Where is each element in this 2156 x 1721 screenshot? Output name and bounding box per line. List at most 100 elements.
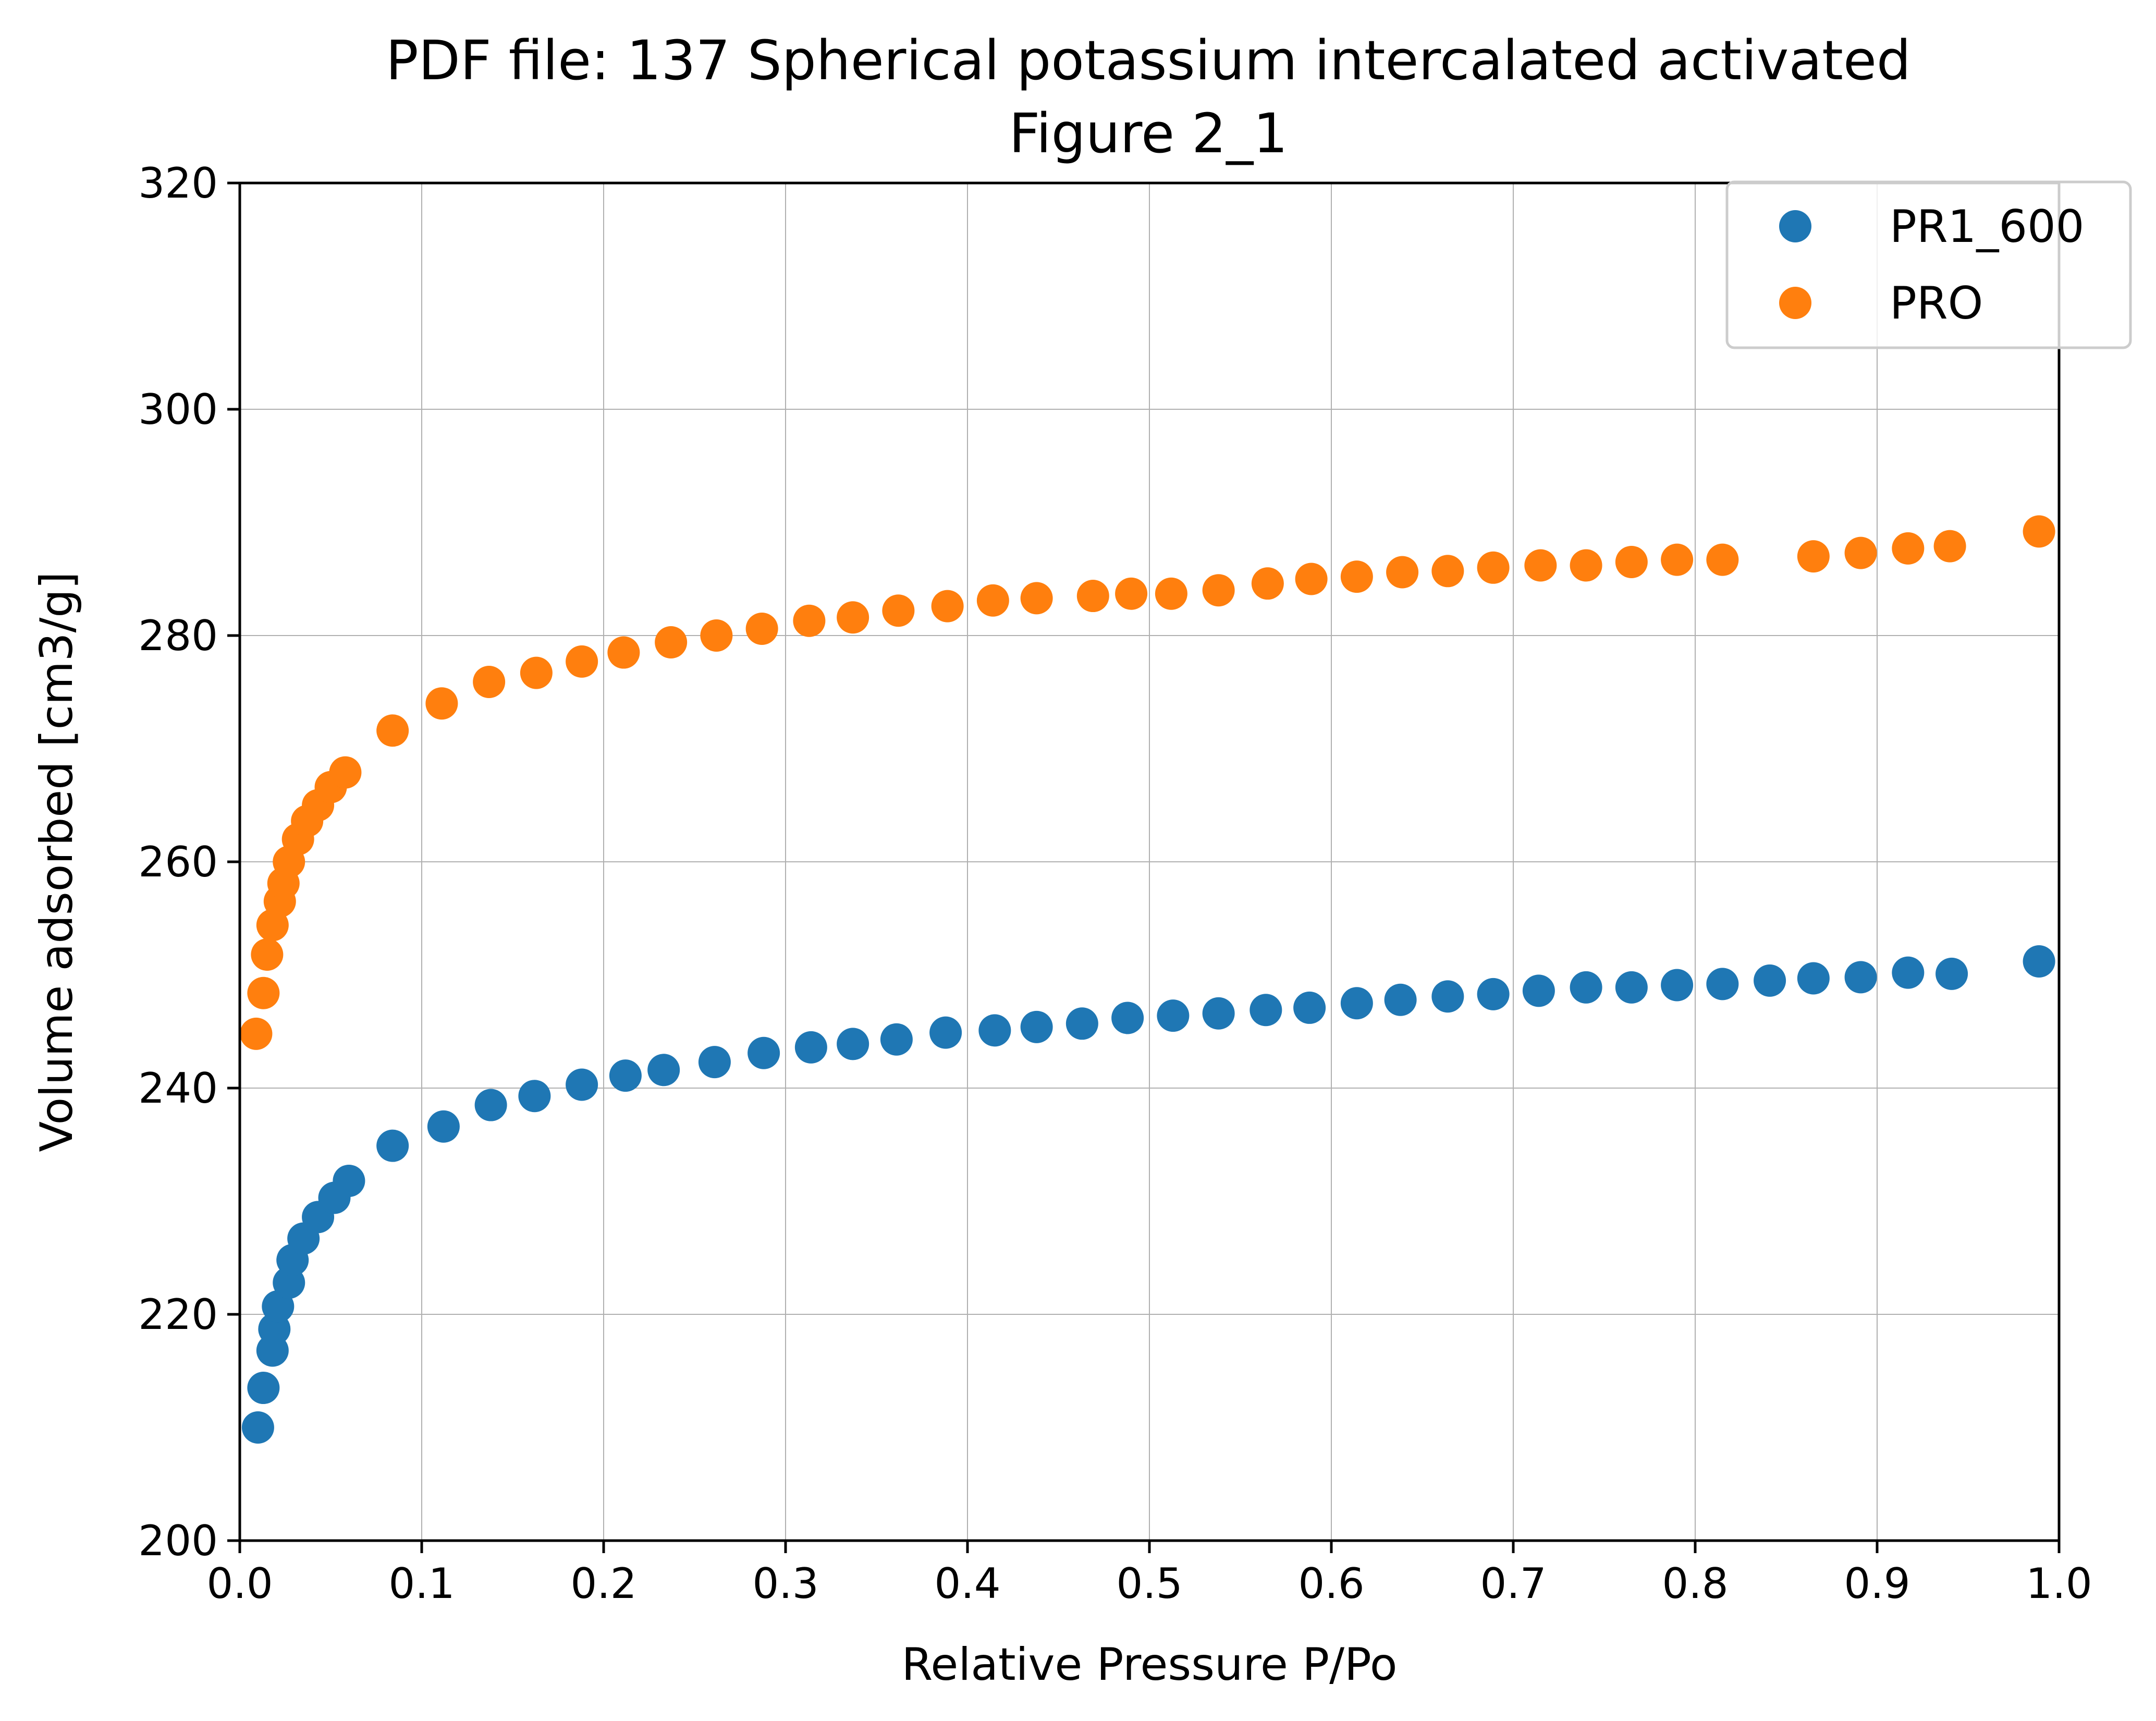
data-point <box>978 1014 1011 1047</box>
data-point <box>1155 577 1187 610</box>
data-point <box>474 1089 507 1121</box>
data-point <box>1477 551 1510 584</box>
data-point <box>376 714 409 747</box>
y-tick-label: 240 <box>138 1064 218 1113</box>
data-point <box>1797 962 1830 995</box>
data-point <box>700 619 733 652</box>
data-point <box>247 977 280 1009</box>
data-point <box>1384 983 1417 1016</box>
x-tick-label: 0.0 <box>206 1559 273 1608</box>
data-point <box>1892 956 1925 989</box>
data-point <box>2023 515 2055 548</box>
data-point <box>1115 577 1148 610</box>
legend-marker <box>1779 210 1811 242</box>
data-point <box>609 1059 642 1092</box>
data-point <box>1202 574 1235 607</box>
x-axis-label: Relative Pressure P/Po <box>902 1639 1398 1691</box>
data-point <box>1340 987 1373 1020</box>
x-tick-label: 0.1 <box>388 1559 455 1608</box>
data-point <box>425 687 458 720</box>
data-point <box>1431 555 1464 588</box>
data-point <box>647 1054 680 1087</box>
data-point <box>1157 999 1190 1032</box>
data-point <box>566 1068 598 1101</box>
y-tick-label: 220 <box>138 1290 218 1339</box>
data-point <box>698 1046 731 1079</box>
data-point <box>520 656 553 689</box>
y-axis: 200 220 240 260 280 300 320 <box>138 159 240 1565</box>
data-point <box>1020 582 1053 615</box>
x-tick-label: 0.7 <box>1480 1559 1546 1608</box>
data-point <box>1661 543 1694 576</box>
x-axis: 0.0 0.1 0.2 0.3 0.4 0.5 0.6 0.7 0.8 0.9 1.0 <box>206 1541 2092 1608</box>
data-point <box>333 1164 365 1197</box>
data-point <box>794 1031 827 1064</box>
data-point <box>2023 945 2055 978</box>
data-point <box>1111 1002 1144 1034</box>
legend-label: PR1_600 <box>1890 201 2084 253</box>
data-point <box>518 1080 551 1113</box>
data-point <box>1844 536 1877 569</box>
data-point <box>1661 969 1694 1002</box>
y-tick-label: 260 <box>138 838 218 886</box>
data-point <box>655 626 688 659</box>
y-tick-label: 280 <box>138 612 218 660</box>
data-point <box>1570 971 1602 1004</box>
x-tick-label: 0.8 <box>1662 1559 1728 1608</box>
data-point <box>1936 957 1968 990</box>
data-point <box>748 1036 780 1069</box>
data-point <box>473 665 506 698</box>
y-tick-label: 320 <box>138 159 218 208</box>
data-point <box>1293 991 1326 1024</box>
data-point <box>880 1023 913 1056</box>
data-point <box>1295 563 1328 595</box>
data-point <box>1522 974 1555 1007</box>
data-point <box>1202 997 1235 1030</box>
data-point <box>241 1411 274 1444</box>
legend-marker <box>1779 287 1811 319</box>
data-point <box>329 756 362 789</box>
data-point <box>376 1129 409 1162</box>
data-point <box>929 1016 962 1049</box>
data-point <box>1615 971 1648 1004</box>
series-1 <box>240 515 2055 1050</box>
data-point <box>1431 980 1464 1013</box>
data-point <box>837 1028 869 1060</box>
x-tick-label: 0.2 <box>570 1559 636 1608</box>
data-point <box>1524 549 1557 582</box>
data-point <box>427 1110 460 1143</box>
x-tick-label: 1.0 <box>2026 1559 2092 1608</box>
data-point <box>566 645 598 678</box>
data-point <box>837 601 869 634</box>
data-point <box>607 636 640 669</box>
data-point <box>793 604 826 637</box>
x-tick-label: 0.5 <box>1116 1559 1182 1608</box>
data-point <box>1706 968 1739 1000</box>
data-point <box>1933 530 1966 563</box>
x-tick-label: 0.9 <box>1844 1559 1910 1608</box>
data-point <box>251 938 284 971</box>
series-0 <box>241 945 2055 1444</box>
data-point <box>1706 543 1739 576</box>
data-point <box>882 594 915 627</box>
data-point <box>931 590 964 623</box>
y-axis-label: Volume adsorbed [cm3/g] <box>31 571 83 1152</box>
y-tick-label: 200 <box>138 1517 218 1565</box>
data-point <box>240 1017 273 1050</box>
data-point <box>1844 961 1877 994</box>
data-point <box>1020 1010 1053 1043</box>
legend-box <box>1725 180 2132 349</box>
data-point <box>745 612 778 645</box>
data-point <box>1797 540 1830 573</box>
legend: PR1_600 PRO <box>1725 180 2132 349</box>
data-point <box>1477 978 1510 1010</box>
data-point <box>1570 549 1602 582</box>
y-tick-label: 300 <box>138 385 218 434</box>
data-point <box>976 584 1009 617</box>
chart-subtitle: Figure 2_1 <box>1009 102 1288 165</box>
data-point <box>1892 532 1925 565</box>
data-point <box>1615 545 1648 578</box>
data-point <box>1251 567 1284 600</box>
data-point <box>1076 580 1109 613</box>
